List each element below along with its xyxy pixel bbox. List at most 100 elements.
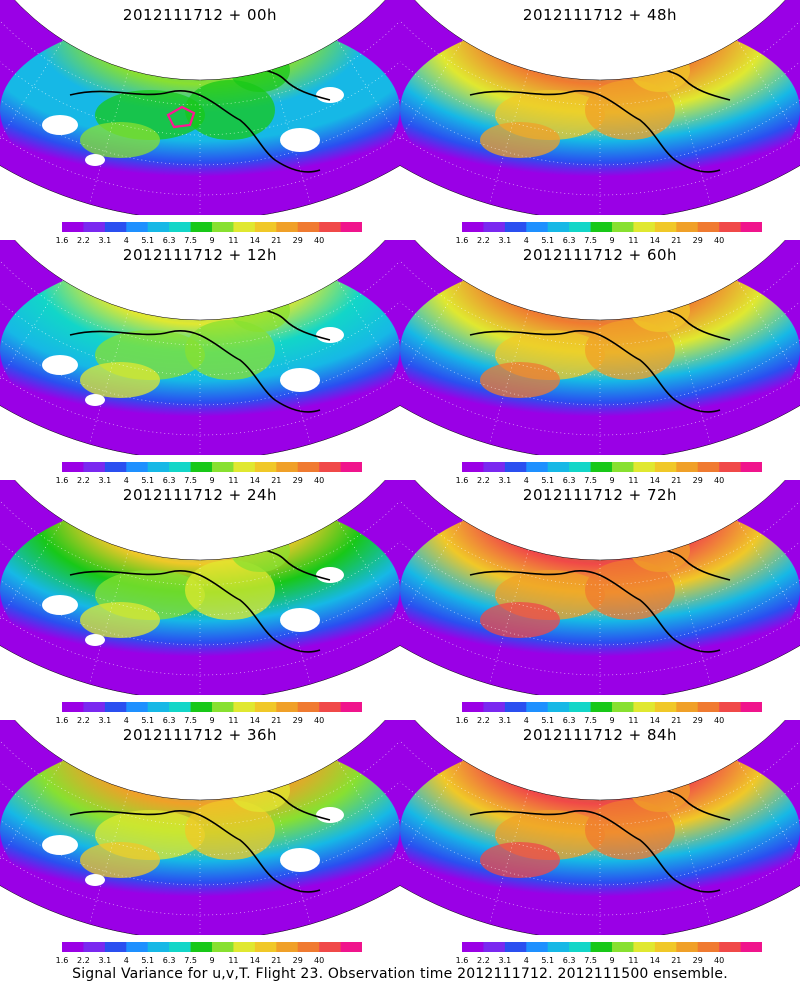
colorbar-label: 3.1 — [498, 716, 512, 725]
colorbar-label: 3.1 — [498, 956, 512, 965]
colorbar — [62, 462, 362, 472]
colorbar-swatch — [569, 942, 591, 952]
colorbar-label: 9 — [209, 476, 215, 485]
colorbar-swatch — [654, 702, 677, 712]
colorbar — [462, 222, 762, 232]
colorbar-label: 6.3 — [562, 476, 576, 485]
colorbar-swatch — [633, 222, 656, 232]
colorbar-swatch — [740, 702, 762, 712]
colorbar-swatch — [297, 942, 320, 952]
colorbar-swatch — [526, 702, 549, 712]
colorbar-label: 7.5 — [584, 956, 597, 965]
colorbar-label: 4 — [523, 716, 529, 725]
colorbar-swatch — [740, 462, 762, 472]
colorbar-swatch — [319, 462, 341, 472]
colorbar-swatch — [676, 702, 699, 712]
colorbar-swatch — [62, 222, 84, 232]
colorbar-swatch — [547, 942, 570, 952]
colorbar-label: 4 — [523, 476, 529, 485]
colorbar-swatch — [483, 222, 506, 232]
colorbar-swatch — [483, 942, 506, 952]
colorbar-label: 7.5 — [584, 476, 597, 485]
colorbar-swatch — [104, 222, 127, 232]
colorbar-label: 6.3 — [162, 476, 176, 485]
colorbar-label: 14 — [249, 236, 260, 245]
panel-title: 2012111712 + 72h — [522, 486, 678, 504]
colorbar-label: 21 — [271, 716, 282, 725]
colorbar-label: 14 — [249, 716, 260, 725]
colorbar-label: 9 — [609, 236, 615, 245]
map-panel: 2012111712 + 72h 1.6 2.2 3.1 4 5.1 6.3 7.5 9 11 14… — [400, 480, 800, 725]
colorbar-swatch — [254, 702, 277, 712]
colorbar-swatch — [340, 942, 362, 952]
colorbar-label: 9 — [209, 716, 215, 725]
colorbar-label: 6.3 — [162, 956, 176, 965]
map-panel: 2012111712 + 48h 1.6 2.2 3.1 4 5.1 6.3 7.5 9 11 14… — [400, 0, 800, 245]
colorbar-label: 2.2 — [77, 716, 90, 725]
colorbar — [462, 462, 762, 472]
colorbar-swatch — [612, 702, 634, 712]
colorbar-label: 40 — [314, 476, 325, 485]
colorbar-label: 40 — [314, 956, 325, 965]
colorbar-label: 11 — [228, 956, 239, 965]
colorbar-label: 4 — [123, 956, 129, 965]
colorbar-label: 2.2 — [477, 716, 490, 725]
polar-map — [0, 480, 400, 695]
colorbar-label: 14 — [249, 956, 260, 965]
colorbar-swatch — [319, 222, 341, 232]
colorbar-swatch — [633, 462, 656, 472]
colorbar-swatch — [462, 942, 484, 952]
colorbar-swatch — [654, 222, 677, 232]
colorbar-swatch — [590, 702, 613, 712]
colorbar-swatch — [104, 462, 127, 472]
colorbar-swatch — [190, 942, 213, 952]
colorbar-swatch — [633, 702, 656, 712]
colorbar-swatch — [654, 462, 677, 472]
colorbar-swatch — [276, 702, 299, 712]
colorbar-label: 29 — [692, 476, 703, 485]
colorbar — [462, 702, 762, 712]
colorbar-label: 29 — [292, 476, 303, 485]
colorbar-swatch — [147, 462, 170, 472]
colorbar-swatch — [190, 702, 213, 712]
colorbar-swatch — [569, 462, 591, 472]
colorbar-label: 11 — [628, 236, 639, 245]
colorbar-swatch — [740, 222, 762, 232]
colorbar-label: 40 — [314, 716, 325, 725]
colorbar-label: 40 — [714, 476, 725, 485]
colorbar-swatch — [254, 222, 277, 232]
colorbar-label: 29 — [292, 716, 303, 725]
colorbar-swatch — [62, 462, 84, 472]
colorbar-label: 4 — [123, 236, 129, 245]
colorbar-label: 21 — [271, 476, 282, 485]
colorbar-swatch — [676, 942, 699, 952]
colorbar-swatch — [297, 702, 320, 712]
colorbar-swatch — [233, 222, 256, 232]
colorbar-label: 14 — [649, 236, 660, 245]
colorbar-label: 7.5 — [584, 716, 597, 725]
colorbar-label: 40 — [714, 716, 725, 725]
colorbar-swatch — [547, 702, 570, 712]
colorbar-swatch — [276, 222, 299, 232]
colorbar-label: 1.6 — [455, 716, 469, 725]
panel-title: 2012111712 + 00h — [122, 6, 278, 24]
colorbar-swatch — [169, 462, 191, 472]
colorbar-swatch — [504, 222, 527, 232]
colorbar-label: 2.2 — [477, 956, 490, 965]
colorbar-swatch — [719, 462, 741, 472]
colorbar-label: 1.6 — [55, 236, 69, 245]
colorbar-swatch — [169, 942, 191, 952]
colorbar-swatch — [719, 942, 741, 952]
polar-map — [0, 0, 400, 215]
colorbar-swatch — [654, 942, 677, 952]
colorbar-label: 6.3 — [562, 956, 576, 965]
colorbar-label: 21 — [271, 236, 282, 245]
panel-title: 2012111712 + 60h — [522, 246, 678, 264]
colorbar-label: 21 — [671, 236, 682, 245]
colorbar-swatch — [719, 222, 741, 232]
colorbar-swatch — [62, 942, 84, 952]
colorbar-swatch — [504, 942, 527, 952]
colorbar-swatch — [569, 222, 591, 232]
panel-title: 2012111712 + 84h — [522, 726, 678, 744]
colorbar-label: 5.1 — [541, 236, 555, 245]
